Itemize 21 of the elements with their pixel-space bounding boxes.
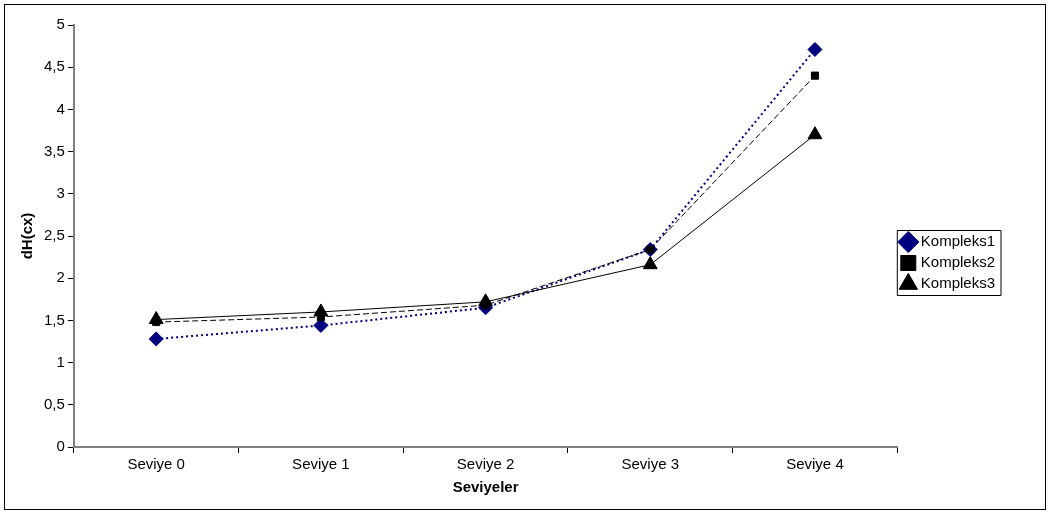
y-tick-label: 2,5 [43,226,65,244]
y-tick-label: 4,5 [43,57,65,75]
legend-label: Kompleks3 [920,274,995,292]
x-axis-title: Seviyeler [452,478,519,496]
x-tick-label: Seviye 4 [786,455,844,473]
legend-label: Kompleks2 [920,253,995,271]
x-tick-label: Seviye 3 [621,455,680,473]
y-tick-label: 2 [56,268,65,286]
y-tick-label: 0 [56,437,65,455]
x-tick-label: Seviye 1 [292,455,350,473]
x-tick-label: Seviye 2 [456,455,515,473]
y-tick-label: 5 [56,15,65,33]
y-tick-label: 3 [56,183,65,201]
y-tick-label: 1,5 [43,310,65,328]
y-tick-label: 0,5 [43,394,65,412]
y-tick-label: 3,5 [43,141,65,159]
x-tick-label: Seviye 0 [127,455,185,473]
y-tick-label: 1 [56,352,65,370]
y-tick-label: 4 [56,99,65,117]
y-axis-title: dH(cx) [18,212,36,260]
legend-label: Kompleks1 [920,232,995,250]
